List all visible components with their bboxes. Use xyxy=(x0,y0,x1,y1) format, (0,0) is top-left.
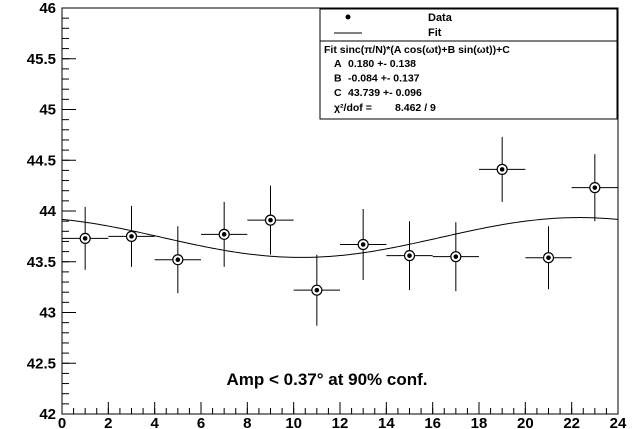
data-point xyxy=(479,136,526,202)
stats-param-value: 0.180 +- 0.138 xyxy=(348,58,416,70)
amplitude-annotation: Amp < 0.37° at 90% conf. xyxy=(227,370,428,389)
stats-title: Fit sinc(π/N)*(A cos(ωt)+B sin(ωt))+C xyxy=(324,44,510,56)
x-tick-label: 18 xyxy=(471,415,488,429)
marker-dot xyxy=(592,185,598,190)
x-tick-label: 24 xyxy=(610,415,627,429)
marker-dot xyxy=(360,242,366,247)
data-point xyxy=(247,185,294,255)
data-point xyxy=(62,206,109,270)
marker-dot xyxy=(407,253,412,258)
data-point xyxy=(525,226,572,290)
stats-box-frame xyxy=(319,40,618,120)
legend-data-marker xyxy=(345,14,351,20)
y-tick-label: 42.5 xyxy=(27,355,56,372)
y-tick-label: 44.5 xyxy=(27,152,56,169)
stats-param-name: C xyxy=(334,87,342,99)
x-tick-label: 16 xyxy=(424,415,441,429)
stats-param-value: 43.739 +- 0.096 xyxy=(348,87,422,99)
x-tick-label: 8 xyxy=(243,415,251,429)
data-point xyxy=(340,208,387,281)
marker-dot xyxy=(221,232,227,237)
x-tick-label: 0 xyxy=(58,415,66,429)
y-tick-label: 45 xyxy=(39,102,56,119)
x-tick-label: 4 xyxy=(150,415,159,429)
legend-box xyxy=(319,8,618,42)
y-tick-label: 43.5 xyxy=(27,254,56,271)
marker-dot xyxy=(129,234,134,239)
y-tick-label: 46 xyxy=(39,0,56,17)
x-tick-label: 14 xyxy=(378,415,395,429)
legend-fit-label: Fit xyxy=(428,27,442,39)
fit-curve xyxy=(61,217,619,258)
fit-curve-layer xyxy=(61,217,619,258)
data-point xyxy=(571,154,618,222)
stats-param-value: -0.084 +- 0.137 xyxy=(348,73,420,85)
y-tick-label: 45.5 xyxy=(27,51,56,68)
stats-param-name: B xyxy=(334,73,342,85)
marker-dot xyxy=(82,236,88,241)
legend: Data Fit xyxy=(319,8,618,42)
data-points-layer xyxy=(62,136,618,326)
data-point xyxy=(154,226,201,294)
y-axis-ticks: 42 42.5 43 43.5 44 44.5 45 45.5 46 xyxy=(27,0,76,423)
legend-data-label: Data xyxy=(428,12,453,24)
x-tick-label: 12 xyxy=(332,415,349,429)
marker-dot xyxy=(175,257,181,263)
y-tick-label: 44 xyxy=(39,203,56,220)
data-point xyxy=(108,205,155,267)
data-point xyxy=(201,201,248,267)
fit-stats-box: Fit sinc(π/N)*(A cos(ωt)+B sin(ωt))+C A 0.… xyxy=(319,40,618,120)
data-point xyxy=(386,221,433,291)
y-tick-label: 42 xyxy=(39,406,56,423)
marker-dot xyxy=(453,254,459,259)
x-tick-label: 2 xyxy=(104,415,112,429)
x-tick-label: 22 xyxy=(563,415,580,429)
marker-dot xyxy=(314,287,320,293)
marker-dot xyxy=(268,217,273,223)
marker-dot xyxy=(546,255,551,260)
stats-param-name: A xyxy=(334,58,342,70)
x-axis-ticks: 0 2 4 6 8 10 12 14 16 18 20 22 24 xyxy=(58,402,627,429)
y-tick-label: 43 xyxy=(39,305,56,322)
stats-chi2-value: 8.462 / 9 xyxy=(395,102,436,114)
stats-chi2-label: χ²/dof = xyxy=(334,102,372,114)
data-point xyxy=(293,254,340,326)
x-tick-label: 20 xyxy=(517,415,534,429)
data-point xyxy=(432,222,479,292)
x-tick-label: 10 xyxy=(285,415,302,429)
x-tick-label: 6 xyxy=(197,415,205,429)
plot-frame xyxy=(61,7,619,415)
marker-dot xyxy=(499,167,505,172)
